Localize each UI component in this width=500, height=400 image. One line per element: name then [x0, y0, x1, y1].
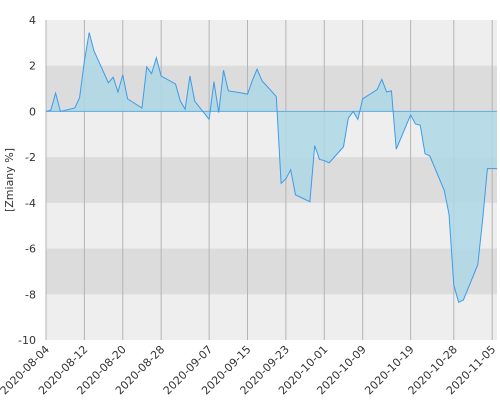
grid-band [46, 157, 497, 203]
x-axis: 2020-08-042020-08-122020-08-202020-08-28… [0, 343, 498, 397]
y-tick-label: -2 [25, 151, 36, 164]
y-tick-label: -8 [25, 288, 36, 301]
grid-band [46, 248, 497, 295]
y-tick-label: -10 [18, 334, 36, 347]
y-axis: 4 2 0 -2 -4 -6 -8 -10 [18, 14, 36, 347]
series-area [46, 32, 497, 303]
y-tick-label: 2 [29, 60, 36, 73]
y-tick-label: 4 [29, 14, 36, 27]
series-line [45, 32, 497, 303]
background-bands [46, 20, 497, 340]
y-axis-title: [Zmiany %] [3, 148, 16, 212]
y-tick-label: -4 [25, 197, 36, 210]
y-tick-label: 0 [29, 105, 36, 118]
y-tick-label: -6 [25, 243, 36, 256]
